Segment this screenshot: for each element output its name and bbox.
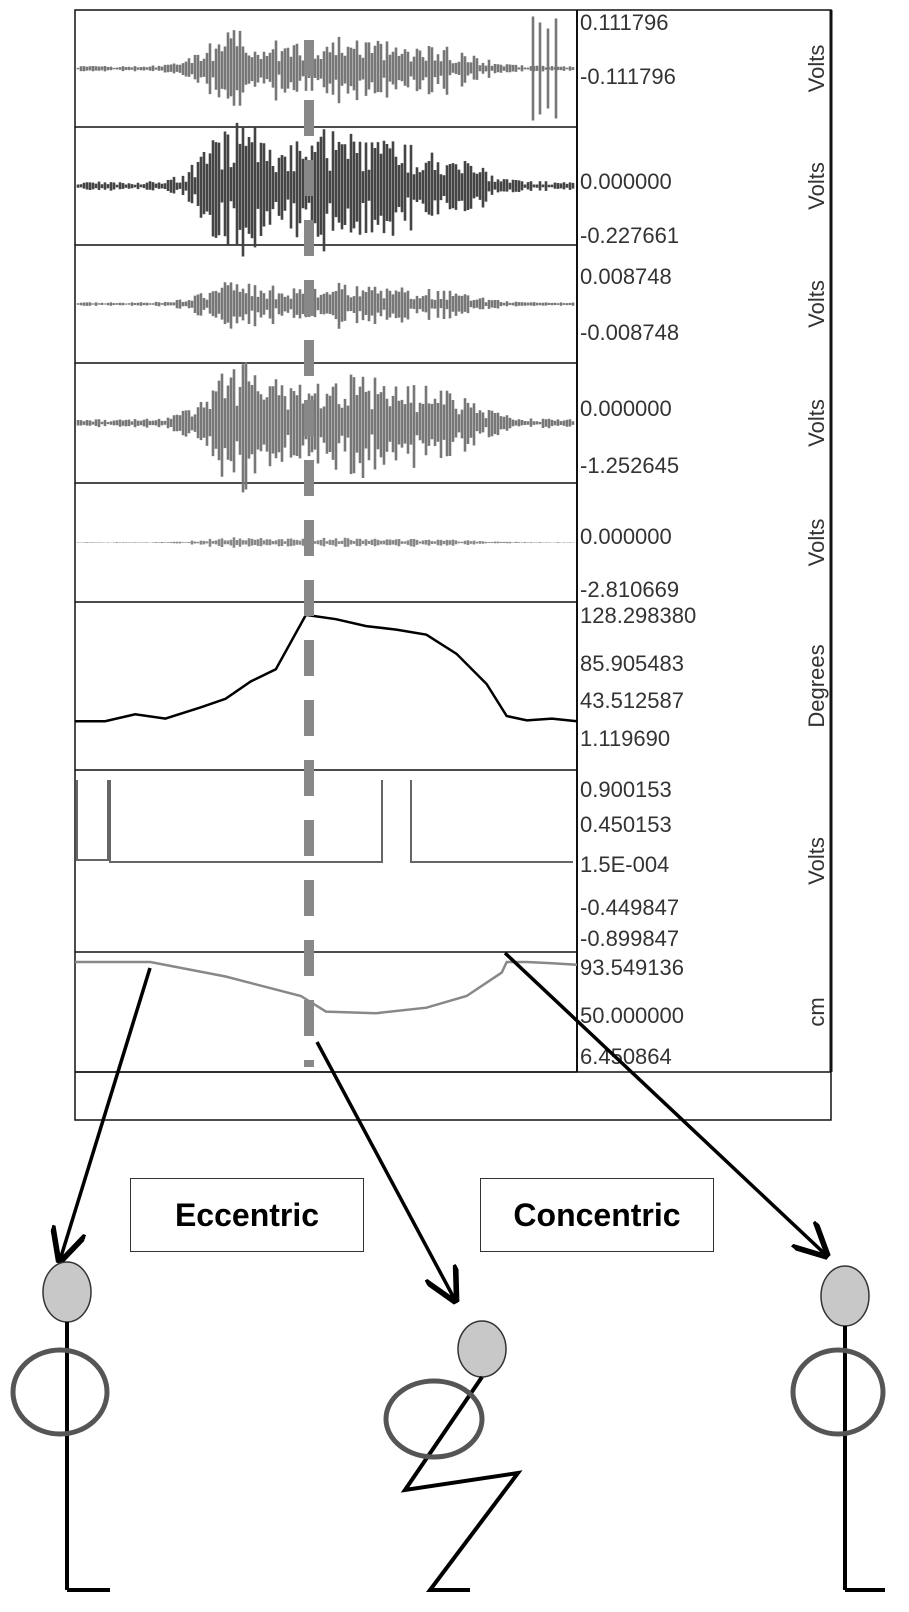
figure-head (820, 1265, 870, 1327)
tick-label: 1.119690 (580, 726, 670, 751)
tick-label: 1.5E-004 (580, 852, 669, 877)
tick-label: 128.298380 (580, 603, 696, 628)
tick-label: 93.549136 (580, 955, 684, 980)
tick-label: 43.512587 (580, 688, 684, 713)
figure-standing-start (10, 1261, 110, 1592)
emg-trace (76, 282, 575, 329)
unit-label: Volts (804, 162, 829, 210)
tick-label: -0.111796 (580, 64, 676, 89)
panel-angle: 128.298380 85.905483 43.512587 1.119690 Degr… (75, 603, 829, 771)
tick-label: 0.900153 (580, 777, 672, 802)
tick-label: -1.252645 (580, 453, 679, 478)
unit-label: Volts (804, 399, 829, 447)
tick-label: -2.810669 (580, 577, 679, 602)
emg-trace (76, 362, 575, 493)
panel-emg1: 0.111796 -0.111796 Volts (75, 10, 829, 128)
arrow-start-standing (60, 967, 152, 1260)
trigger-trace (76, 780, 573, 863)
trigger-line (76, 780, 573, 863)
figure-head (42, 1261, 92, 1323)
unit-label: Volts (804, 45, 829, 93)
panel-emg2: 0.000000 -0.227661 Volts (75, 122, 829, 257)
displacement-line (75, 960, 578, 1015)
concentric-label: Concentric (513, 1196, 681, 1233)
tick-label: 0.000000 (580, 524, 672, 549)
eccentric-label: Eccentric (174, 1196, 320, 1233)
tick-label: -0.227661 (580, 223, 679, 248)
figure-head (457, 1320, 507, 1378)
eccentric-label-box: Eccentric (130, 1178, 364, 1252)
panel-trigger: 0.900153 0.450153 1.5E-004 -0.449847 -0.8998… (75, 777, 829, 953)
unit-label: Volts (804, 280, 829, 328)
concentric-label-box: Concentric (480, 1178, 714, 1252)
tick-label: 50.000000 (580, 1003, 684, 1028)
tick-label: 0.000000 (580, 396, 672, 421)
figure-barbell-plate (10, 1347, 110, 1437)
figure-body (400, 1375, 523, 1592)
phase-arrows (60, 951, 826, 1300)
emg-trace (76, 122, 575, 257)
emg-trace (76, 16, 575, 121)
panel-emg3: 0.008748 -0.008748 Volts (75, 264, 829, 364)
unit-label: Volts (804, 837, 829, 885)
tick-label: 0.450153 (580, 812, 672, 837)
tick-label: -0.449847 (580, 895, 679, 920)
arrow-bottom-squat (315, 1041, 455, 1300)
tick-label: 85.905483 (580, 651, 684, 676)
tick-label: 0.111796 (580, 10, 669, 35)
figure-standing-end (790, 1265, 886, 1592)
figure-squat-bottom (383, 1320, 523, 1592)
tick-label: -0.008748 (580, 320, 679, 345)
unit-label: cm (804, 997, 829, 1026)
figure-barbell-plate (383, 1378, 485, 1460)
tick-label: 0.008748 (580, 264, 672, 289)
knee-angle-line (75, 613, 578, 723)
arrow-end-standing (503, 951, 826, 1255)
tick-label: 0.000000 (580, 169, 672, 194)
tick-label: -0.899847 (580, 926, 679, 951)
panel-emg5: 0.000000 -2.810669 Volts (75, 519, 829, 603)
figure-barbell-plate (790, 1347, 886, 1437)
panel-emg4: 0.000000 -1.252645 Volts (75, 362, 829, 493)
unit-label: Volts (804, 519, 829, 567)
emg-trace (76, 537, 575, 548)
unit-label: Degrees (804, 644, 829, 727)
